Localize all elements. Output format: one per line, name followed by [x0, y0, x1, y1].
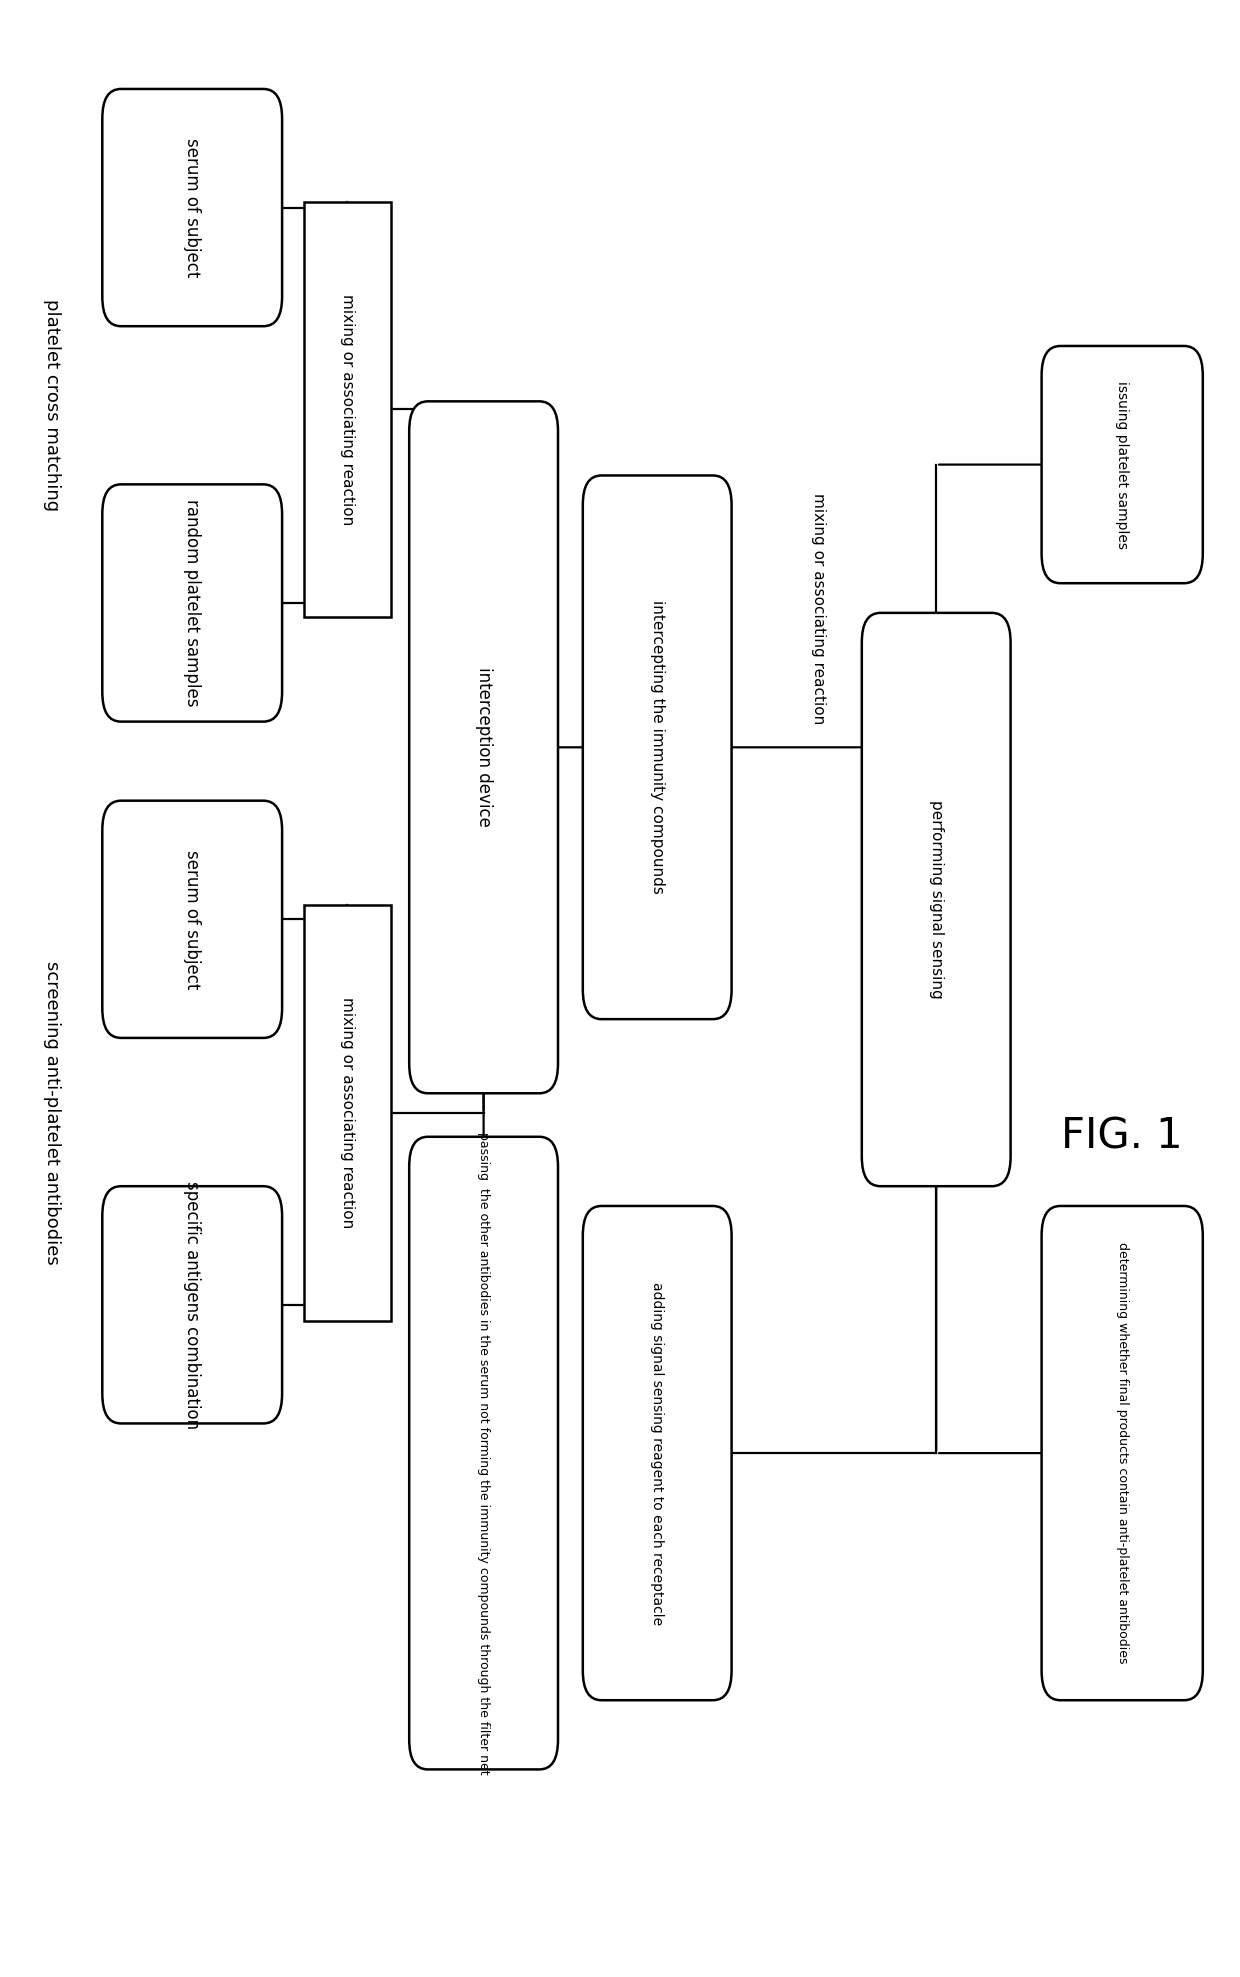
Text: specific antigens combination: specific antigens combination [184, 1180, 201, 1429]
Text: serum of subject: serum of subject [184, 138, 201, 277]
Text: determining whether final products contain anti-platelet antibodies: determining whether final products conta… [1116, 1242, 1128, 1665]
Text: performing signal sensing: performing signal sensing [929, 801, 944, 998]
Text: screening anti-platelet antibodies: screening anti-platelet antibodies [43, 961, 61, 1265]
Text: passing  the other antibodies in the serum not forming the immunity compounds th: passing the other antibodies in the seru… [477, 1131, 490, 1775]
FancyBboxPatch shape [583, 1206, 732, 1700]
FancyBboxPatch shape [102, 801, 283, 1038]
FancyBboxPatch shape [102, 484, 283, 722]
FancyBboxPatch shape [102, 89, 283, 326]
Text: FIG. 1: FIG. 1 [1061, 1115, 1183, 1159]
FancyBboxPatch shape [409, 1137, 558, 1769]
Text: random platelet samples: random platelet samples [184, 500, 201, 706]
Text: intercepting the immunity compounds: intercepting the immunity compounds [650, 601, 665, 894]
Text: adding signal sensing reagent to each receptacle: adding signal sensing reagent to each re… [650, 1281, 665, 1625]
FancyBboxPatch shape [409, 401, 558, 1093]
Text: mixing or associating reaction: mixing or associating reaction [811, 494, 826, 724]
Text: platelet cross matching: platelet cross matching [43, 299, 61, 512]
Text: mixing or associating reaction: mixing or associating reaction [340, 998, 355, 1228]
FancyBboxPatch shape [1042, 346, 1203, 583]
Text: issuing platelet samples: issuing platelet samples [1115, 382, 1130, 548]
FancyBboxPatch shape [862, 613, 1011, 1186]
FancyBboxPatch shape [304, 202, 391, 617]
FancyBboxPatch shape [102, 1186, 283, 1423]
Text: interception device: interception device [475, 668, 492, 826]
Text: serum of subject: serum of subject [184, 850, 201, 988]
FancyBboxPatch shape [304, 905, 391, 1321]
FancyBboxPatch shape [583, 474, 732, 1020]
Text: mixing or associating reaction: mixing or associating reaction [340, 295, 355, 524]
FancyBboxPatch shape [1042, 1206, 1203, 1700]
